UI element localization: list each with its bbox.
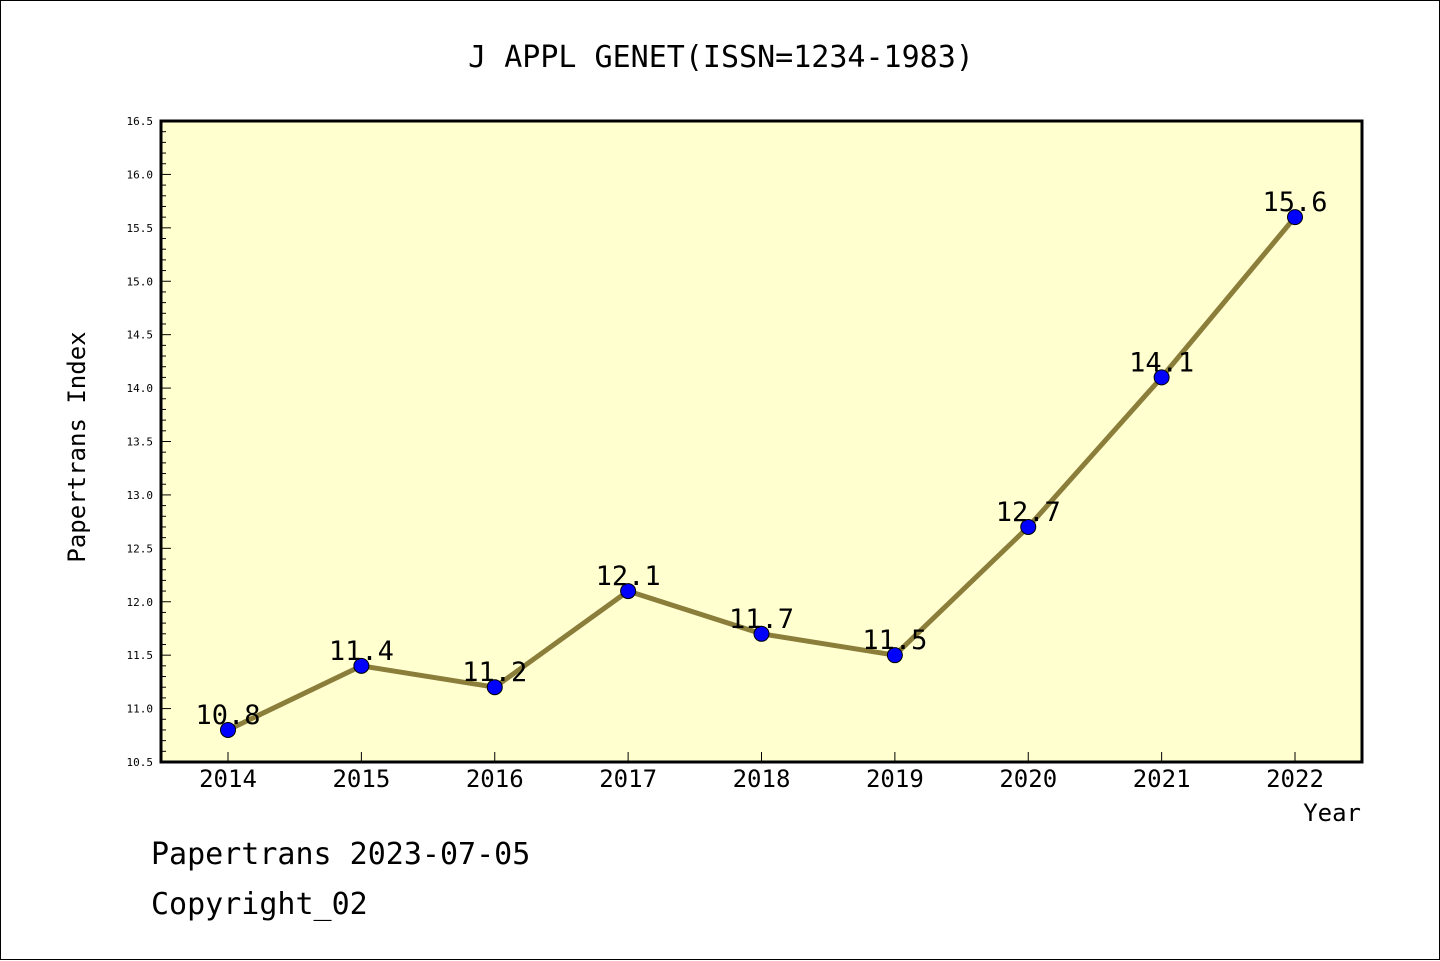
chart-title: J APPL GENET(ISSN=1234-1983) — [468, 40, 974, 75]
data-label: 10.8 — [195, 700, 260, 731]
data-label: 11.7 — [729, 604, 794, 635]
footer-date: Papertrans 2023-07-05 — [151, 837, 531, 872]
data-point — [220, 721, 236, 738]
y-tick-label: 16.0 — [127, 168, 154, 181]
x-tick-label: 2015 — [332, 765, 390, 793]
x-tick-label: 2022 — [1266, 765, 1324, 793]
x-tick-label: 2020 — [999, 765, 1057, 793]
x-tick-label: 2014 — [199, 765, 257, 793]
data-point — [753, 625, 770, 642]
x-tick-label: 2021 — [1133, 765, 1191, 793]
data-label: 11.2 — [462, 657, 527, 688]
y-axis-label: Papertrans Index — [63, 331, 91, 562]
data-point — [1287, 209, 1303, 226]
y-tick-label: 12.0 — [127, 596, 154, 609]
y-tick-label: 13.0 — [127, 489, 154, 502]
series-layer — [220, 209, 1303, 738]
data-label: 15.6 — [1262, 187, 1327, 218]
data-label: 11.5 — [862, 625, 927, 656]
data-point — [486, 679, 503, 696]
y-tick-label: 13.5 — [127, 436, 154, 449]
data-label: 12.1 — [596, 561, 661, 592]
plot-area — [159, 119, 1364, 764]
data-point — [1020, 518, 1037, 535]
x-axis-label: Year — [1303, 799, 1361, 827]
x-tick-label: 2018 — [733, 765, 791, 793]
x-tick-label: 2016 — [466, 765, 524, 793]
data-label: 14.1 — [1129, 347, 1194, 378]
y-tick-label: 11.5 — [127, 649, 154, 662]
footer-copyright: Copyright_02 — [151, 887, 368, 922]
y-tick-label: 10.5 — [127, 756, 154, 769]
y-tick-label: 16.5 — [127, 115, 154, 128]
y-tick-label: 15.0 — [127, 275, 154, 288]
y-tick-label: 15.5 — [127, 222, 154, 235]
data-point — [1153, 369, 1170, 386]
data-labels: 10.8 11.4 11.2 12.1 11.7 11.5 12.7 14.1 15.6 — [195, 187, 1327, 731]
data-point — [886, 647, 903, 664]
data-label: 12.7 — [996, 497, 1061, 528]
y-tick-label: 11.0 — [127, 703, 154, 716]
x-tick-label: 2019 — [866, 765, 924, 793]
y-tick-label: 12.5 — [127, 542, 154, 555]
y-tick-label: 14.5 — [127, 329, 154, 342]
data-label: 11.4 — [329, 636, 394, 667]
x-axis: 2014 2015 2016 2017 2018 2019 2020 2021 2022 — [199, 752, 1324, 793]
data-point — [353, 657, 370, 674]
y-tick-label: 14.0 — [127, 382, 154, 395]
x-tick-label: 2017 — [599, 765, 657, 793]
data-point — [620, 583, 637, 600]
y-axis: 10.5 11.0 11.5 12.0 12.5 13.0 13.5 14.0 14.5 15.0… — [127, 115, 171, 769]
